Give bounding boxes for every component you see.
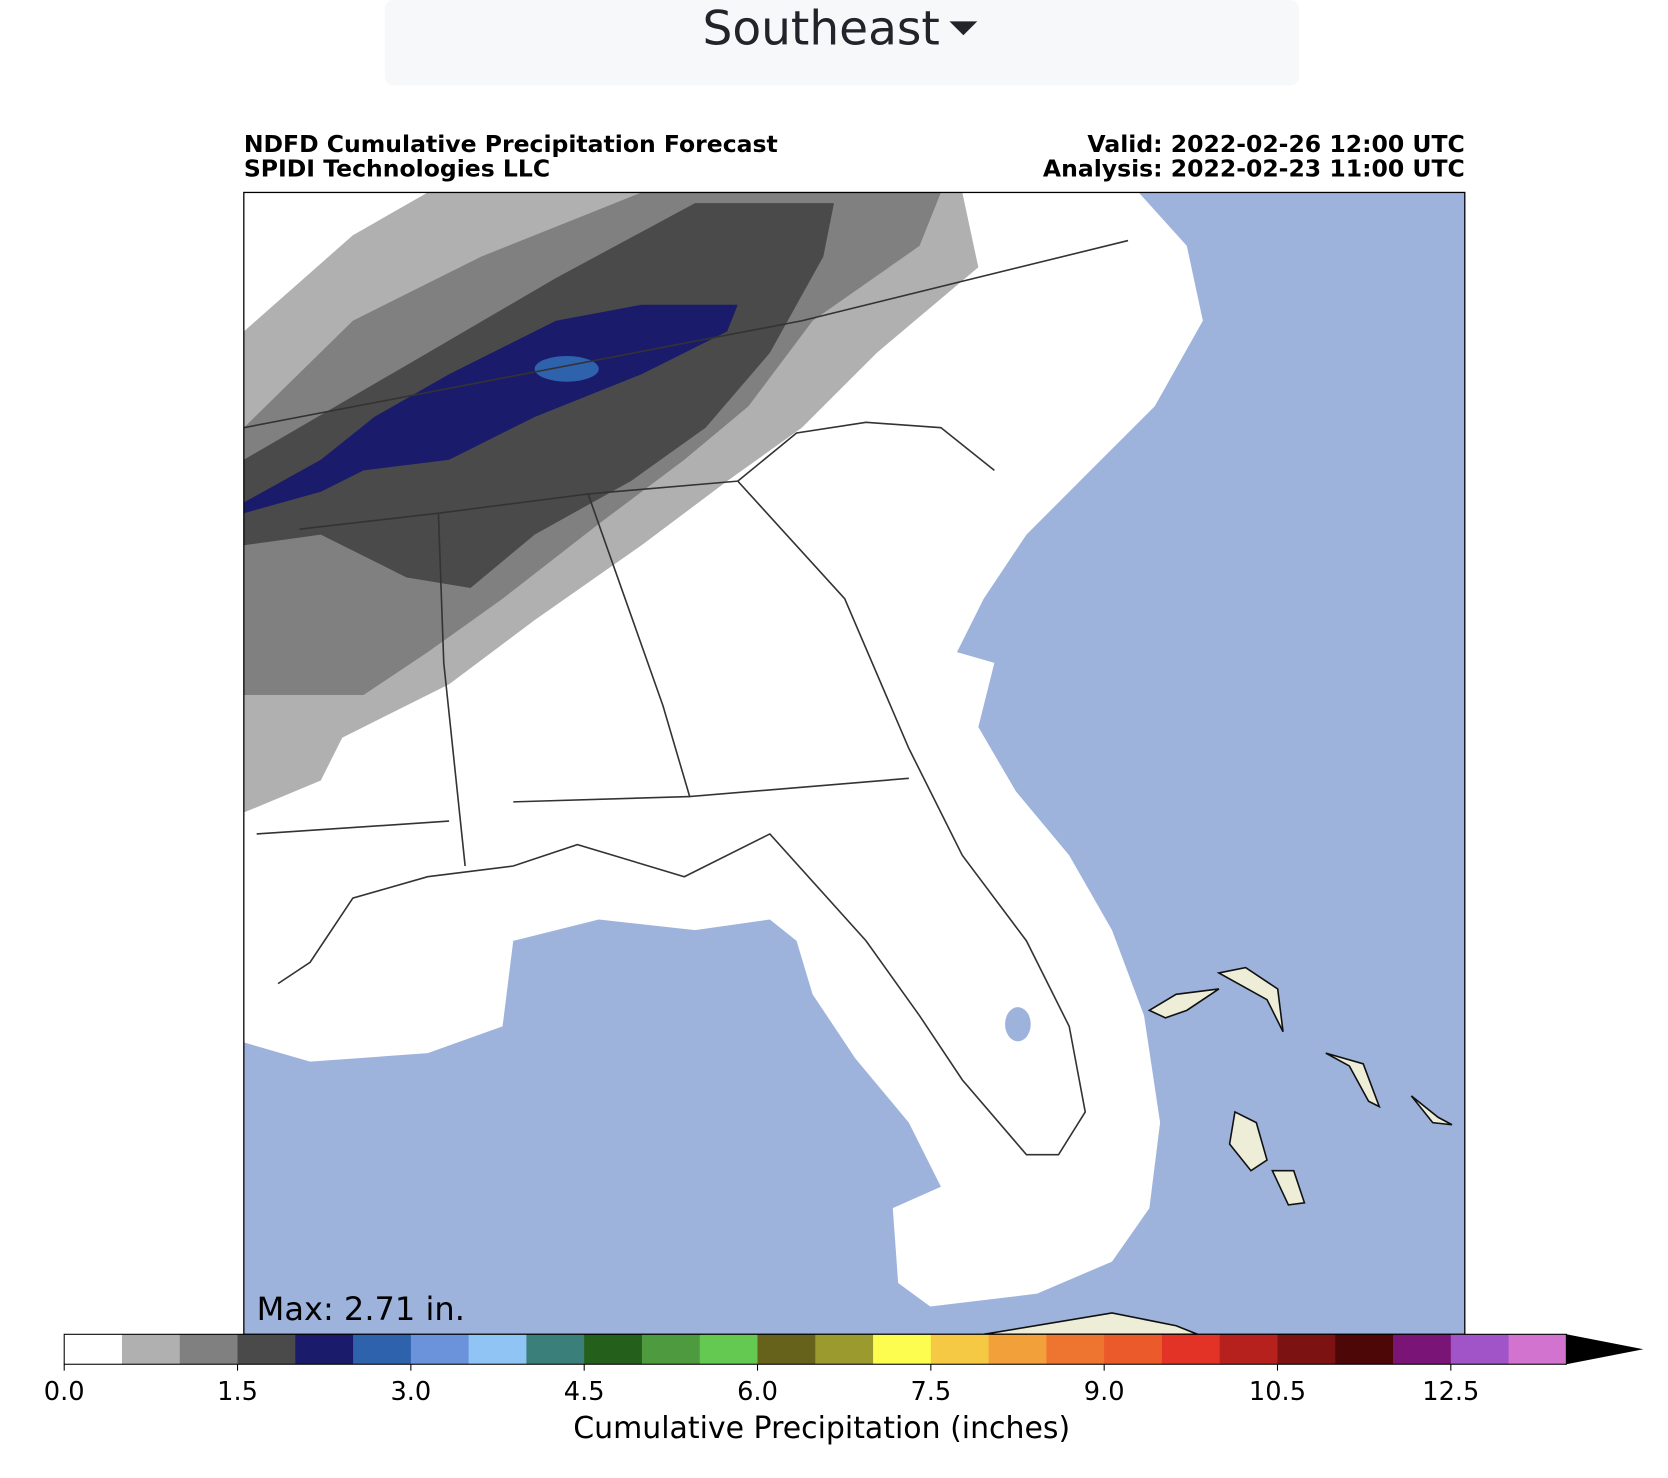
colorbar-extension	[1566, 1334, 1644, 1365]
max-label: Max: 2.71 in.	[257, 1290, 465, 1328]
map-subtitle: SPIDI Technologies LLC	[244, 154, 550, 182]
colorbar-bin	[1393, 1334, 1452, 1365]
colorbar-tick-label: 4.5	[564, 1377, 605, 1407]
colorbar-bin	[179, 1334, 239, 1365]
colorbar-bin	[641, 1334, 701, 1365]
state-borders	[243, 239, 1129, 1156]
map-title: NDFD Cumulative Precipitation Forecast	[244, 130, 778, 158]
colorbar-bin	[584, 1334, 643, 1365]
colorbar-bin	[873, 1334, 932, 1365]
colorbar-bin	[64, 1334, 123, 1365]
colorbar-bin	[1450, 1334, 1510, 1365]
colorbar-bin	[410, 1334, 470, 1365]
colorbar-tick-label: 12.5	[1422, 1377, 1479, 1407]
colorbar-outline	[63, 1333, 1567, 1365]
colorbar-bin	[1335, 1334, 1394, 1365]
colorbar-bin	[121, 1334, 181, 1365]
colorbar-bin	[526, 1334, 585, 1365]
colorbar-bin	[237, 1334, 296, 1365]
colorbar: 0.0 1.5 3.0 4.5 6.0 7.5 9.0 10.5 12.5 Cumulative …	[44, 1333, 1644, 1446]
colorbar-bin	[1277, 1334, 1336, 1365]
colorbar-bin	[815, 1334, 874, 1365]
dropdown-caret[interactable]	[949, 21, 978, 36]
colorbar-bin	[757, 1334, 816, 1365]
colorbar-bin	[930, 1334, 990, 1365]
colorbar-bin	[295, 1334, 354, 1365]
colorbar-bin	[1046, 1334, 1105, 1365]
colorbar-tick-label: 3.0	[390, 1377, 431, 1407]
colorbar-bin	[468, 1334, 527, 1365]
colorbar-tick-label: 9.0	[1084, 1377, 1125, 1407]
colorbar-tick-label: 0.0	[44, 1377, 85, 1407]
lake	[1005, 1007, 1031, 1042]
colorbar-tick-label: 10.5	[1249, 1377, 1306, 1407]
valid-time: Valid: 2022-02-26 12:00 UTC	[1087, 130, 1464, 158]
map-area	[243, 192, 1465, 1335]
colorbar-label: Cumulative Precipitation (inches)	[573, 1411, 1070, 1446]
colorbar-bin	[1508, 1334, 1567, 1365]
colorbar-bin	[1219, 1334, 1279, 1365]
colorbar-tick-label: 7.5	[910, 1377, 951, 1407]
islands	[983, 966, 1453, 1335]
precip-max	[534, 356, 599, 382]
colorbar-bin	[1161, 1334, 1221, 1365]
colorbar-bin	[988, 1334, 1047, 1365]
colorbar-bin	[1104, 1334, 1163, 1365]
dropdown-label[interactable]: Southeast	[702, 2, 939, 57]
region-dropdown[interactable]	[384, 0, 1300, 86]
colorbar-tick-label: 1.5	[217, 1377, 258, 1407]
colorbar-bin	[699, 1334, 759, 1365]
colorbar-bin	[353, 1334, 412, 1365]
colorbar-tick-label: 6.0	[737, 1377, 778, 1407]
analysis-time: Analysis: 2022-02-23 11:00 UTC	[1043, 154, 1465, 182]
